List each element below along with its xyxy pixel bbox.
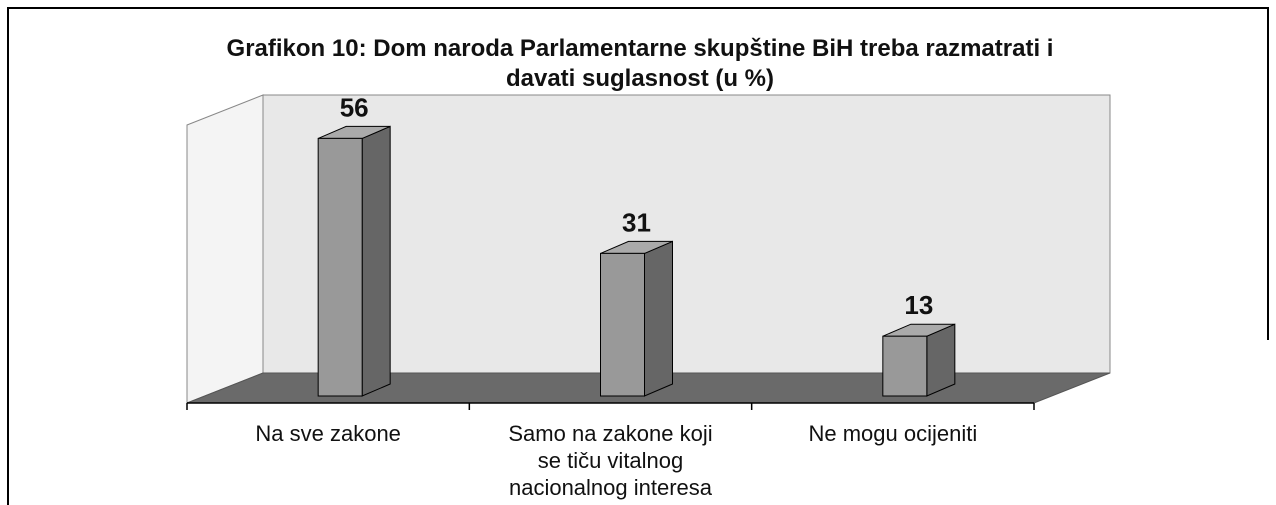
value-label: 31 (622, 207, 651, 237)
value-label: 13 (904, 290, 933, 320)
bar-side (361, 125, 391, 397)
bar-side (926, 323, 956, 397)
value-label: 56 (340, 92, 369, 122)
x-tick-label: Samo na zakone koji se tiču vitalnog nac… (508, 421, 713, 500)
bar-side (644, 240, 673, 397)
bar (600, 252, 645, 397)
side-wall (186, 94, 264, 404)
bar (317, 137, 363, 397)
bar (882, 335, 928, 397)
x-tick-label: Ne mogu ocijeniti (808, 421, 978, 446)
x-tick-label: Na sve zakone (255, 421, 401, 446)
frame (7, 7, 1269, 505)
chart-title: Grafikon 10: Dom naroda Parlamentarne sk… (226, 35, 1054, 92)
